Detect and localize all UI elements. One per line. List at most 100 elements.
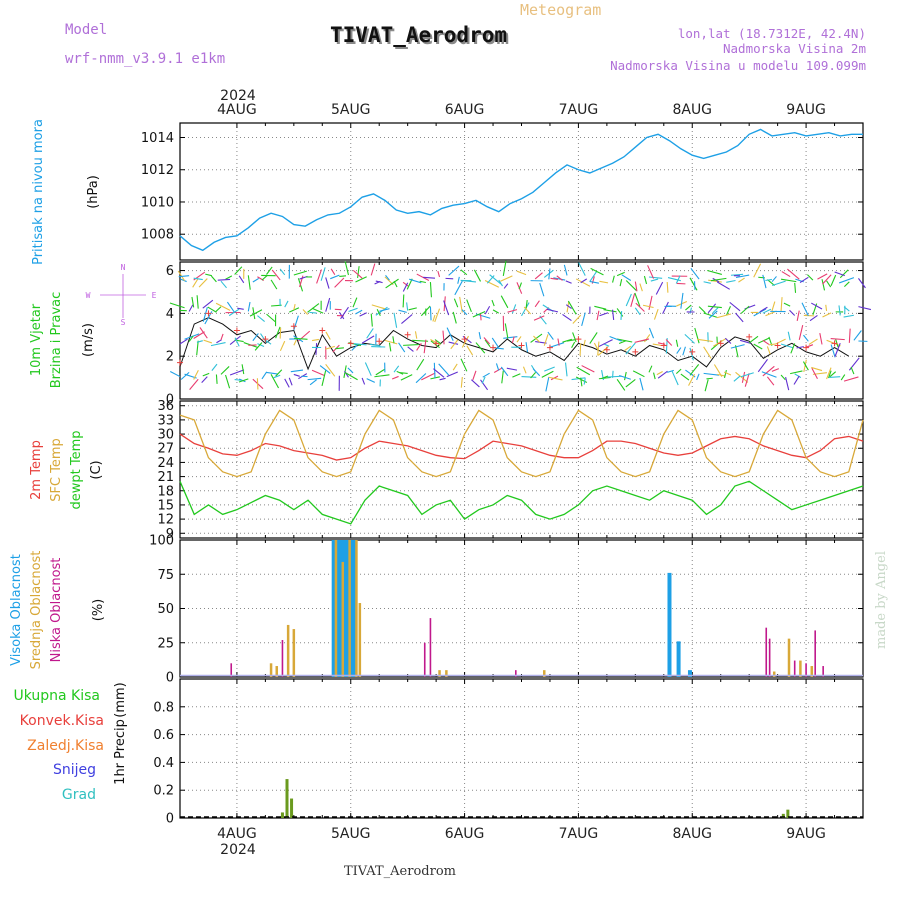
cloud-mid-bar	[810, 666, 814, 677]
wind-gust-marker	[575, 336, 582, 343]
wind-barb	[825, 304, 828, 311]
wind-barb	[667, 369, 674, 373]
wind-barb	[492, 309, 500, 314]
wind-arrows	[169, 260, 872, 392]
wind-gust-marker	[404, 331, 411, 338]
wind-barb	[522, 366, 527, 374]
wind-barb	[466, 299, 472, 312]
wind-barb	[506, 367, 518, 371]
wind-barb	[596, 310, 600, 321]
footer-station: TIVAT_Aerodrom	[344, 864, 456, 879]
wind-barb	[339, 275, 347, 278]
wind-barb	[534, 300, 540, 308]
wind-barb	[803, 334, 809, 342]
wind-barb	[757, 359, 768, 373]
wind-barb	[738, 277, 745, 283]
wind-barb	[583, 339, 586, 347]
wind-barb	[437, 270, 441, 278]
wind-barb	[547, 331, 554, 340]
wind-barb	[739, 339, 751, 344]
wind-barb	[472, 311, 486, 318]
wind-gust-marker	[376, 338, 383, 345]
wind-barb	[580, 278, 588, 284]
bottom-day-label: 9AUG	[786, 826, 826, 842]
compass-east: E	[152, 291, 157, 300]
wind-barb	[179, 338, 188, 345]
wind-barb	[279, 340, 286, 352]
wind-barb	[207, 306, 217, 313]
model-name: wrf-nmm_v3.9.1 e1km	[65, 51, 225, 67]
wind-barb	[783, 302, 791, 307]
panel-frame	[179, 678, 864, 819]
wind-barb	[635, 302, 645, 312]
wind-barb	[725, 306, 731, 316]
wind-barb	[320, 267, 326, 281]
cloud-high-label: Visoka Oblacnost	[9, 554, 24, 666]
wind-barb	[550, 277, 559, 280]
wind-barb	[507, 309, 518, 313]
wind-barb	[667, 277, 681, 282]
wind-barb	[848, 328, 851, 343]
top-year-label: 2024	[220, 88, 256, 104]
wind-barb	[257, 343, 265, 348]
wind-barb	[576, 366, 591, 376]
wind-barb	[748, 335, 759, 344]
wind-barb	[237, 307, 244, 310]
wind-barb	[448, 341, 459, 345]
wind-barb	[402, 281, 409, 287]
wind-barb	[712, 307, 719, 314]
wind-barb	[234, 379, 242, 381]
wind-barb	[639, 377, 644, 391]
bottom-day-label: 6AUG	[445, 826, 485, 842]
wind-barb	[525, 342, 529, 353]
wind-barb	[266, 371, 279, 375]
wind-barb	[482, 372, 490, 378]
wind-barb	[178, 275, 190, 278]
wind-barb	[402, 294, 405, 308]
wind-barb	[612, 275, 615, 283]
wind-barb	[597, 341, 600, 356]
cloud-mid-bar	[269, 663, 273, 677]
wind-barb	[220, 366, 230, 375]
wind-barb	[735, 312, 744, 323]
wind-barb	[290, 369, 304, 373]
panel-precipitation: 0 0.2 0.4 0.6 0.8	[153, 678, 864, 827]
wind-barb	[858, 306, 872, 311]
wind-barb	[196, 340, 199, 356]
tick-label: 12	[157, 513, 174, 528]
wind-barb	[656, 371, 663, 376]
wind-barb	[811, 367, 818, 379]
wind-barb	[311, 307, 324, 314]
wind-barb	[564, 362, 568, 377]
wind-barb	[716, 313, 732, 319]
bottom-day-labels: 4AUG 5AUG 6AUG 7AUG 8AUG 9AUG	[217, 826, 826, 842]
tick-label: 0	[166, 671, 174, 686]
wind-barb	[366, 378, 376, 383]
wind-barb	[423, 276, 436, 279]
wind-barb	[839, 269, 849, 279]
panel-frame	[179, 122, 864, 261]
wind-barb	[766, 376, 775, 386]
wind-barb	[789, 309, 796, 316]
wind-speed-line	[179, 317, 850, 371]
legend-snow: Snijeg	[53, 762, 96, 778]
wind-barb	[201, 376, 208, 384]
wind-barb	[655, 281, 664, 295]
wind-barb	[765, 278, 773, 282]
cloud-low-bar	[515, 670, 517, 677]
wind-barb	[621, 274, 632, 281]
cloud-low-bar	[429, 618, 432, 677]
wind-barb	[589, 280, 600, 284]
wind-barb	[581, 365, 595, 373]
wind-barb	[180, 371, 190, 380]
wind-barb	[609, 336, 622, 342]
wind-barb	[708, 310, 718, 319]
wind-barb	[650, 278, 659, 282]
wind-barb	[688, 373, 696, 386]
wind-barb	[689, 364, 700, 376]
wind-barb	[450, 339, 459, 350]
wind-barb	[753, 343, 763, 350]
wind-barb	[801, 302, 809, 317]
bottom-day-label: 7AUG	[559, 826, 599, 842]
wind-barb	[430, 340, 440, 349]
